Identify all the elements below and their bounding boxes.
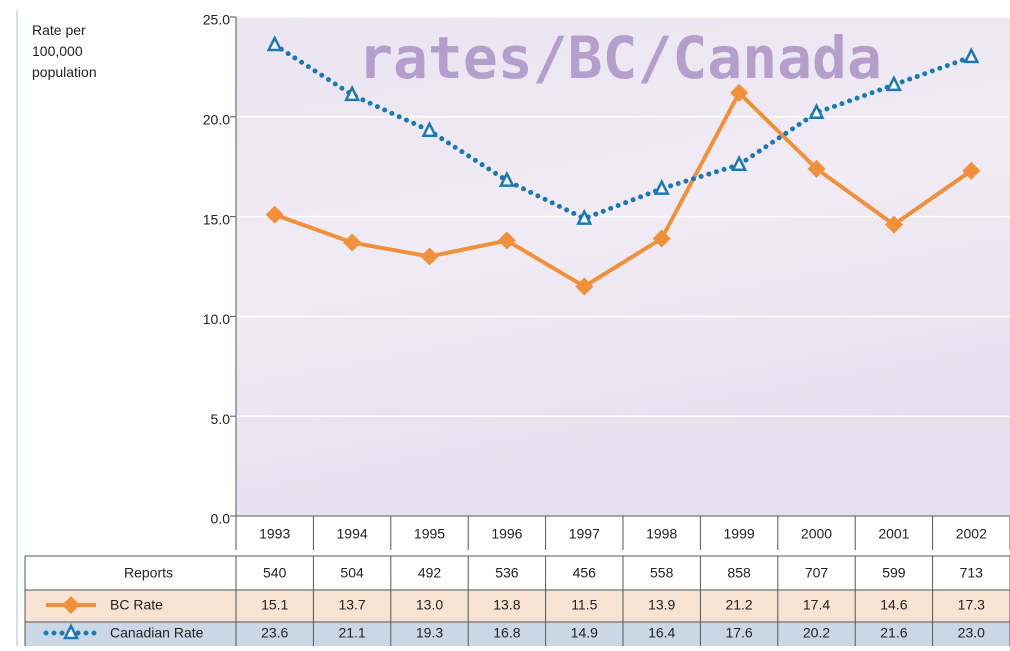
- bc-row: [25, 590, 1010, 622]
- marker: [575, 277, 594, 296]
- table-cell: 504: [340, 565, 364, 581]
- table-cell: 20.2: [803, 625, 830, 641]
- row-label: Reports: [124, 565, 173, 581]
- legend-label: BC Rate: [110, 597, 163, 613]
- marker: [343, 233, 362, 252]
- table-cell: 19.3: [416, 625, 443, 641]
- marker: [730, 83, 749, 102]
- table-cell: 13.7: [338, 597, 365, 613]
- marker: [265, 205, 284, 224]
- table-cell: 858: [727, 565, 751, 581]
- y-tick-label: 20.0: [203, 112, 230, 128]
- marker: [652, 229, 671, 248]
- table-cell: 558: [650, 565, 674, 581]
- x-tick-label: 1998: [646, 526, 677, 542]
- marker: [963, 47, 980, 64]
- x-tick-label: 1993: [259, 526, 290, 542]
- marker: [421, 120, 438, 138]
- table-cell: 11.5: [571, 597, 597, 613]
- x-tick-label: 1995: [414, 526, 445, 542]
- table-cell: 16.8: [493, 625, 520, 641]
- marker: [653, 178, 670, 195]
- marker: [576, 208, 593, 225]
- marker: [497, 231, 516, 250]
- series-line: [272, 42, 974, 222]
- chart-title: rates/BC/Canada: [358, 24, 882, 92]
- table-cell: 23.6: [261, 625, 288, 641]
- table-cell: 16.4: [648, 625, 675, 641]
- marker: [808, 103, 825, 120]
- table-cell: 713: [960, 565, 984, 581]
- table-cell: 21.2: [725, 597, 752, 613]
- table-cell: 23.0: [958, 625, 985, 641]
- y-tick-label: 25.0: [203, 12, 230, 28]
- table-cell: 17.3: [958, 597, 985, 613]
- marker: [62, 596, 80, 614]
- y-tick-label: 10.0: [203, 311, 230, 327]
- legend-label: Canadian Rate: [110, 625, 204, 641]
- marker: [266, 35, 283, 52]
- table-cell: 17.6: [725, 625, 752, 641]
- marker: [885, 75, 902, 92]
- marker: [344, 85, 361, 102]
- table-cell: 17.4: [803, 597, 830, 613]
- x-tick-label: 2002: [956, 526, 987, 542]
- table-cell: 13.0: [416, 597, 443, 613]
- x-tick-label: 1996: [491, 526, 522, 542]
- canada-row: [25, 622, 1010, 646]
- marker: [731, 154, 748, 171]
- table-cell: 14.9: [571, 625, 598, 641]
- table-cell: 14.6: [880, 597, 907, 613]
- marker: [962, 161, 981, 180]
- table-cell: 540: [263, 565, 287, 581]
- x-tick-label: 2000: [801, 526, 832, 542]
- marker: [62, 623, 80, 640]
- table-cell: 536: [495, 565, 519, 581]
- table-cell: 492: [418, 565, 442, 581]
- x-tick-label: 2001: [878, 526, 909, 542]
- x-tick-label: 1997: [569, 526, 600, 542]
- y-tick-label: 15.0: [203, 211, 230, 227]
- marker: [884, 215, 903, 234]
- y-tick-label: 0.0: [211, 511, 231, 527]
- table-cell: 13.8: [493, 597, 520, 613]
- y-axis-label: Rate per 100,000 population: [32, 22, 97, 80]
- x-tick-label: 1999: [724, 526, 755, 542]
- marker: [498, 170, 515, 187]
- table-cell: 21.1: [338, 625, 365, 641]
- marker: [420, 247, 439, 266]
- reports-row: [25, 556, 1010, 590]
- table-cell: 599: [882, 565, 906, 581]
- table-cell: 456: [573, 565, 597, 581]
- table-cell: 13.9: [648, 597, 675, 613]
- series-line: [274, 90, 973, 289]
- table-cell: 707: [805, 565, 829, 581]
- marker: [807, 159, 826, 178]
- table-cell: 15.1: [261, 597, 288, 613]
- y-tick-label: 5.0: [211, 411, 231, 427]
- x-tick-label: 1994: [337, 526, 368, 542]
- table-cell: 21.6: [880, 625, 907, 641]
